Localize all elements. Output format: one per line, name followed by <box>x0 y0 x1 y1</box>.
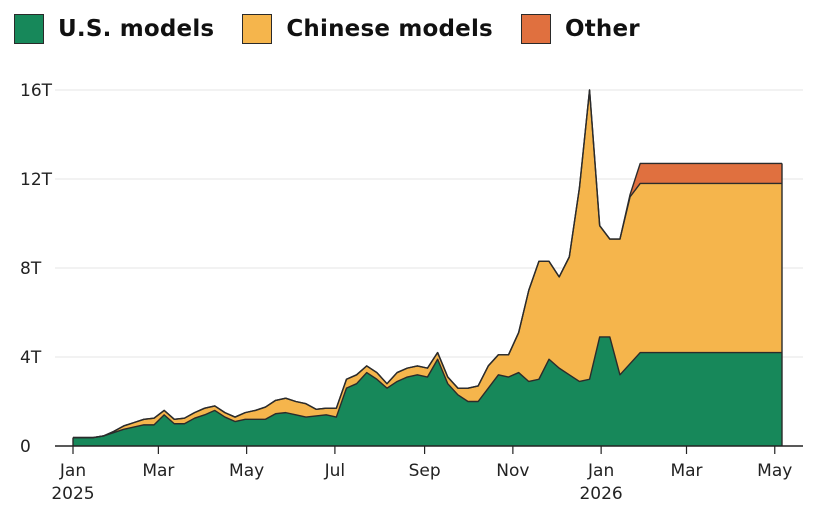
legend-label-other: Other <box>564 16 640 42</box>
y-tick-label: 0 <box>20 437 31 457</box>
series-line <box>73 89 782 439</box>
x-tick-label: Jan <box>59 461 86 481</box>
legend-item-chinese-models: Chinese models <box>242 14 493 44</box>
legend-swatch-chinese-models <box>242 14 273 44</box>
legend-item-other: Other <box>520 14 640 44</box>
legend-swatch-us-models <box>14 14 44 44</box>
x-tick-year-label: 2025 <box>51 484 94 504</box>
legend-label-chinese-models: Chinese models <box>286 16 493 42</box>
legend-item-us-models: U.S. models <box>14 14 214 44</box>
y-tick-label: 8T <box>20 259 42 279</box>
chart-legend: U.S. models Chinese models Other <box>14 13 668 45</box>
x-tick-label: May <box>229 461 264 481</box>
x-tick-year-label: 2026 <box>579 484 622 504</box>
x-tick-label: Jan <box>587 461 614 481</box>
x-tick-label: Mar <box>670 461 702 481</box>
y-tick-label: 12T <box>20 170 53 190</box>
legend-label-us-models: U.S. models <box>58 16 215 42</box>
area-chinese-models <box>73 90 782 438</box>
x-tick-label: Sep <box>409 461 441 481</box>
legend-swatch-other <box>520 14 551 44</box>
area-u-s-models <box>73 336 782 446</box>
series-line <box>73 336 782 439</box>
y-tick-label: 16T <box>20 81 53 101</box>
y-tick-label: 4T <box>20 348 42 368</box>
x-tick-label: Nov <box>496 461 529 481</box>
x-tick-label: Mar <box>142 461 174 481</box>
x-tick-label: Jul <box>324 461 346 481</box>
x-tick-label: May <box>757 461 792 481</box>
